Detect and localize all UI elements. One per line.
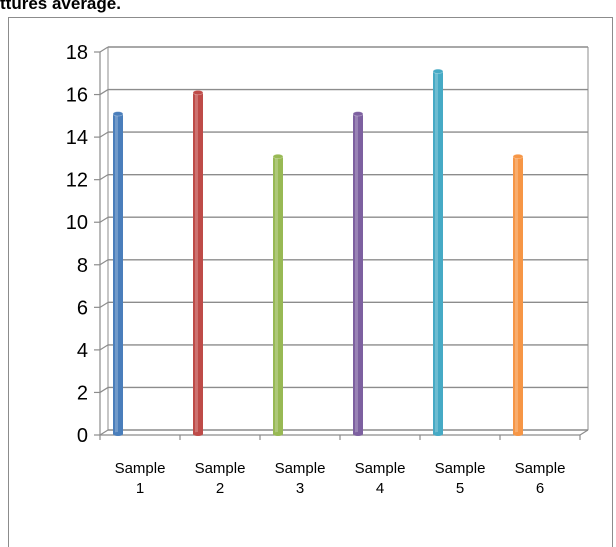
bar-highlight	[275, 156, 278, 434]
chart-caption: ttures average.	[0, 0, 121, 13]
y-tick-label: 12	[66, 170, 88, 192]
bar-sample-3	[272, 153, 284, 436]
x-tick-label: Sample 4	[355, 460, 406, 497]
y-tick-label: 0	[77, 425, 88, 447]
gridline-side	[99, 344, 109, 351]
bar-body	[433, 71, 443, 435]
bar-base	[433, 432, 443, 436]
y-tick-label: 2	[77, 382, 88, 404]
bar-highlight	[195, 92, 198, 435]
floor-right-edge	[579, 429, 589, 436]
bar-top	[512, 153, 524, 159]
x-tick-label: Sample 2	[195, 460, 246, 497]
bar-top	[272, 153, 284, 159]
grid-lines	[99, 46, 588, 436]
bar-sample-2	[192, 89, 204, 436]
gridline-side	[99, 301, 109, 308]
bar-highlight	[515, 156, 518, 434]
y-tick-label: 10	[66, 212, 88, 234]
gridline-side	[99, 429, 109, 436]
bar-body	[273, 156, 283, 434]
bar-top	[192, 89, 204, 96]
bar-highlight	[355, 113, 358, 434]
bar-base	[353, 432, 363, 436]
x-tick-label: Sample 5	[435, 460, 486, 497]
x-tick-label: Sample 6	[515, 460, 566, 497]
bar-body	[353, 113, 363, 434]
bar-sample-1	[112, 111, 124, 436]
y-tick-label: 18	[66, 42, 88, 64]
bar-highlight	[435, 71, 438, 435]
bar-base	[193, 432, 203, 436]
y-tick-label: 6	[77, 297, 88, 319]
y-tick-labels: 0 2 4 6 8 10 12 14 16 18	[66, 42, 88, 447]
x-tick-labels: Sample 1 Sample 2 Sample 3 Sample 4 Sample 5 Sampl…	[115, 460, 566, 497]
bar-sample-5	[432, 68, 444, 436]
bars	[112, 68, 524, 436]
x-tick-label: Sample 1	[115, 460, 166, 497]
gridline-side	[99, 174, 109, 181]
bar-highlight	[115, 113, 118, 434]
gridline-side	[99, 259, 109, 266]
x-tick-label: Sample 3	[275, 460, 326, 497]
y-tick-label: 16	[66, 85, 88, 107]
bar-top	[432, 68, 444, 74]
bar-body	[193, 92, 203, 435]
bar-top	[352, 111, 364, 117]
bar-base	[273, 432, 283, 436]
bar-base	[113, 432, 123, 436]
gridline-side	[99, 46, 109, 53]
chart-frame	[8, 17, 613, 547]
y-tick-label: 4	[77, 340, 88, 362]
bar-base	[513, 432, 523, 436]
gridline-side	[99, 386, 109, 393]
bar-sample-6	[512, 153, 524, 436]
axes	[94, 47, 589, 440]
bar-body	[113, 113, 123, 434]
gridline-side	[99, 131, 109, 138]
bar-top	[112, 111, 124, 117]
bar-sample-4	[352, 111, 364, 436]
bar-body	[513, 156, 523, 434]
gridline-side	[99, 89, 109, 96]
y-tick-label: 14	[66, 127, 88, 149]
y-tick-label: 8	[77, 255, 88, 277]
gridline-side	[99, 216, 109, 223]
